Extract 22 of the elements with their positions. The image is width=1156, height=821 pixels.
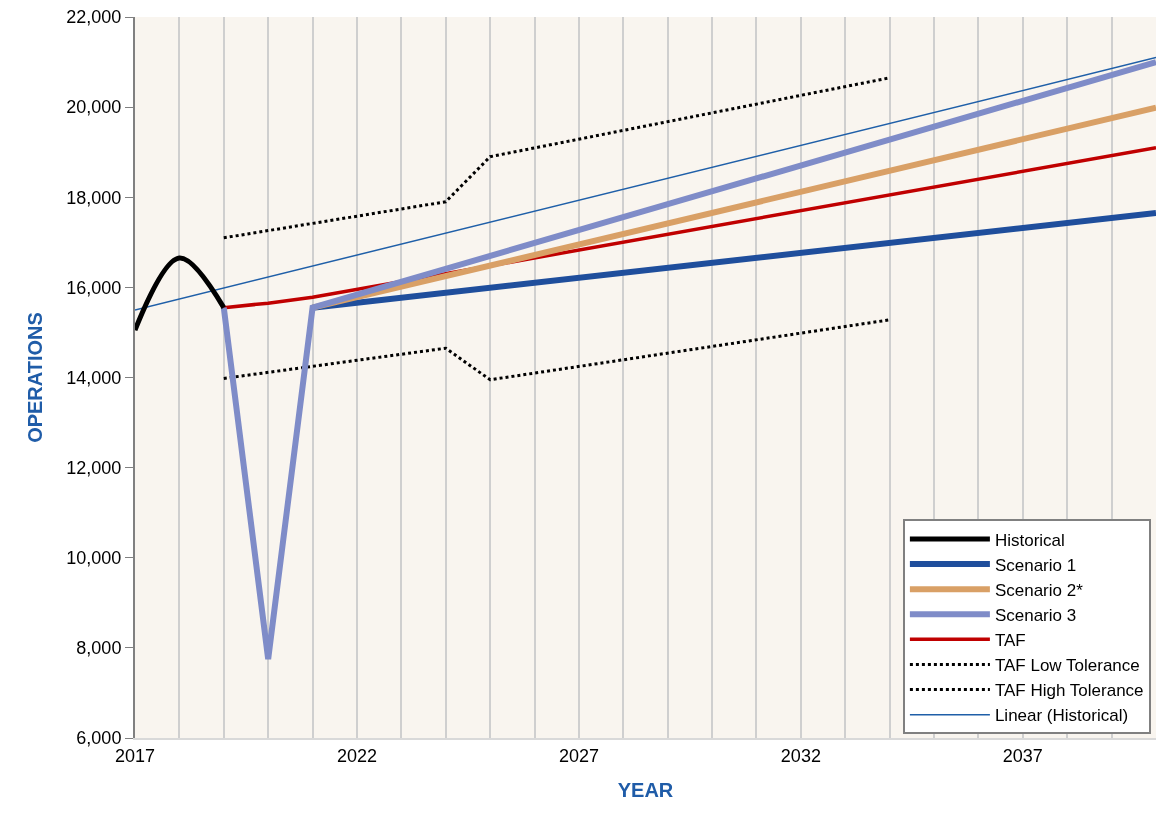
- legend-label: TAF High Tolerance: [994, 681, 1144, 701]
- legend-label: TAF Low Tolerance: [994, 656, 1140, 676]
- legend-label: Scenario 2*: [994, 580, 1084, 600]
- x-tick-label: 2022: [336, 745, 377, 766]
- y-tick-label: 20,000: [66, 97, 122, 118]
- y-tick-label: 18,000: [66, 187, 122, 208]
- y-tick-label: 14,000: [66, 367, 122, 388]
- legend-label: TAF: [994, 630, 1026, 650]
- x-tick-label: 2027: [558, 745, 599, 766]
- x-tick-label: 2037: [1002, 745, 1043, 766]
- legend-label: Historical: [994, 530, 1065, 550]
- y-tick-label: 10,000: [66, 548, 122, 569]
- legend-label: Scenario 3: [994, 605, 1077, 625]
- y-tick-label: 12,000: [66, 457, 122, 478]
- legend-label: Linear (Historical): [994, 706, 1129, 726]
- y-tick-label: 16,000: [66, 277, 122, 298]
- x-tick-label: 2032: [780, 745, 821, 766]
- x-axis-title: YEAR: [617, 778, 674, 801]
- y-tick-label: 8,000: [76, 638, 122, 659]
- y-axis-title: OPERATIONS: [24, 312, 47, 443]
- legend-label: Scenario 1: [994, 555, 1077, 575]
- y-tick-label: 22,000: [66, 7, 122, 28]
